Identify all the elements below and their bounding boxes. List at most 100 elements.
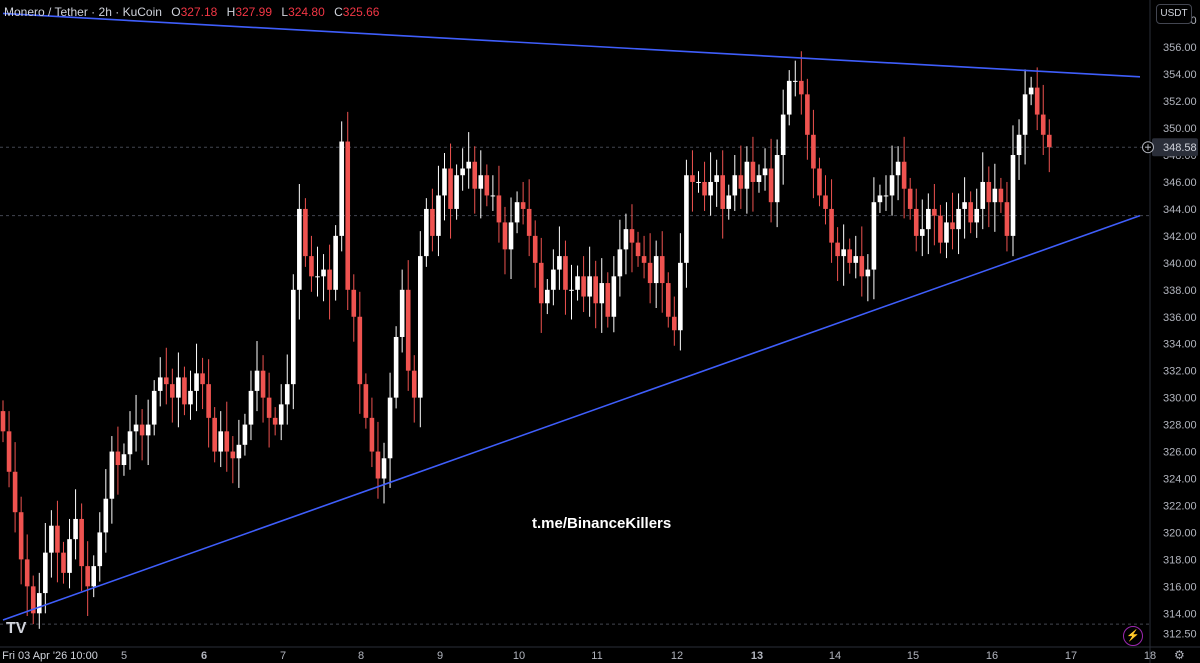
candle-body — [1004, 202, 1010, 236]
symbol-name[interactable]: Monero / Tether — [4, 5, 88, 19]
open-value: 327.18 — [180, 5, 218, 19]
candle-body — [139, 424, 145, 436]
candle-body — [85, 566, 90, 587]
x-tick-label: 14 — [829, 650, 841, 662]
candle-body — [962, 202, 967, 209]
candle-body — [1010, 155, 1016, 236]
high-value: 327.99 — [235, 5, 273, 19]
candle-body — [230, 451, 236, 459]
candle-body — [756, 175, 762, 182]
candle-body — [629, 229, 635, 243]
candle-body — [61, 552, 66, 573]
candle-body — [55, 525, 60, 553]
candle-body — [859, 256, 865, 277]
candle-body — [532, 235, 538, 263]
candle-body — [744, 161, 750, 189]
y-tick-label: 318.00 — [1163, 554, 1197, 566]
candle-body — [968, 202, 973, 223]
candle-body — [297, 208, 302, 290]
candle-body — [956, 208, 961, 230]
candle-body — [835, 242, 840, 257]
candle-body — [817, 168, 822, 196]
candle-body — [992, 188, 998, 203]
candle-body — [79, 518, 84, 567]
current-price-label: 348.58 — [1163, 142, 1197, 154]
candle-body — [176, 377, 181, 398]
candle-body — [926, 208, 931, 230]
candle-body — [248, 390, 254, 425]
candle-body — [121, 454, 127, 466]
gear-icon[interactable]: ⚙ — [1174, 648, 1185, 662]
candle-body — [49, 525, 54, 553]
candle-body — [212, 417, 217, 452]
candle-body — [454, 175, 459, 209]
candle-body — [157, 377, 163, 391]
candle-body — [43, 552, 48, 594]
candle-body — [895, 161, 901, 176]
candle-body — [702, 181, 707, 196]
candle-body — [623, 229, 629, 250]
candle-body — [823, 195, 828, 209]
candle-body — [932, 208, 937, 216]
y-tick-label: 342.00 — [1163, 231, 1197, 243]
candle-body — [581, 276, 586, 297]
x-tick-label: 7 — [280, 650, 286, 662]
candle-body — [393, 336, 399, 398]
candle-body — [315, 276, 320, 278]
candle-body — [272, 417, 278, 425]
symbol-header: Monero / Tether · 2h · KuCoin O327.18 H3… — [4, 5, 380, 19]
candle-body — [551, 269, 556, 290]
candle-body — [599, 283, 605, 304]
tradingview-logo-icon[interactable]: TV — [6, 620, 27, 637]
candle-body — [526, 208, 532, 236]
candle-body — [284, 384, 290, 405]
y-tick-label: 332.00 — [1163, 366, 1197, 378]
y-tick-label: 316.00 — [1163, 581, 1197, 593]
candle-body — [520, 202, 526, 209]
interval-label[interactable]: 2h — [98, 5, 112, 19]
x-tick-label: 13 — [751, 650, 763, 662]
candle-body — [714, 175, 719, 182]
candle-body — [236, 444, 242, 459]
lightning-icon[interactable]: ⚡ — [1123, 626, 1143, 646]
close-label: C — [334, 5, 343, 19]
candle-body — [575, 276, 580, 290]
candle-body — [944, 222, 949, 243]
candle-body — [587, 276, 592, 297]
candle-body — [424, 208, 429, 257]
trendline-lower[interactable] — [2, 214, 1141, 621]
x-tick-label: 8 — [358, 650, 364, 662]
candle-body — [170, 384, 175, 398]
y-tick-label: 312.50 — [1163, 629, 1197, 641]
candle-body — [115, 451, 121, 466]
candle-body — [24, 559, 30, 587]
candle-body — [617, 249, 623, 277]
candle-body — [194, 373, 199, 391]
candle-body — [774, 155, 780, 203]
candle-body — [145, 424, 151, 436]
candle-body — [1028, 87, 1034, 95]
y-tick-label: 354.00 — [1163, 69, 1197, 81]
y-tick-label: 346.00 — [1163, 177, 1197, 189]
candle-body — [684, 175, 689, 263]
trendline-upper[interactable] — [2, 12, 1141, 78]
candle-body — [327, 269, 332, 290]
candle-body — [919, 229, 925, 236]
candle-body — [853, 256, 859, 263]
candle-body — [569, 289, 574, 291]
candle-body — [696, 181, 701, 183]
candle-body — [653, 256, 659, 284]
y-tick-label: 352.00 — [1163, 96, 1197, 108]
high-label: H — [226, 5, 236, 19]
y-tick-label: 330.00 — [1163, 393, 1197, 405]
candle-body — [91, 566, 97, 587]
candle-body — [418, 256, 423, 398]
currency-selector[interactable]: USDT — [1156, 4, 1192, 24]
y-tick-label: 326.00 — [1163, 447, 1197, 459]
x-tick-label: 9 — [437, 650, 443, 662]
candle-body — [502, 222, 508, 250]
candle-body — [847, 249, 853, 263]
y-tick-label: 320.00 — [1163, 527, 1197, 539]
candle-body — [0, 411, 6, 432]
